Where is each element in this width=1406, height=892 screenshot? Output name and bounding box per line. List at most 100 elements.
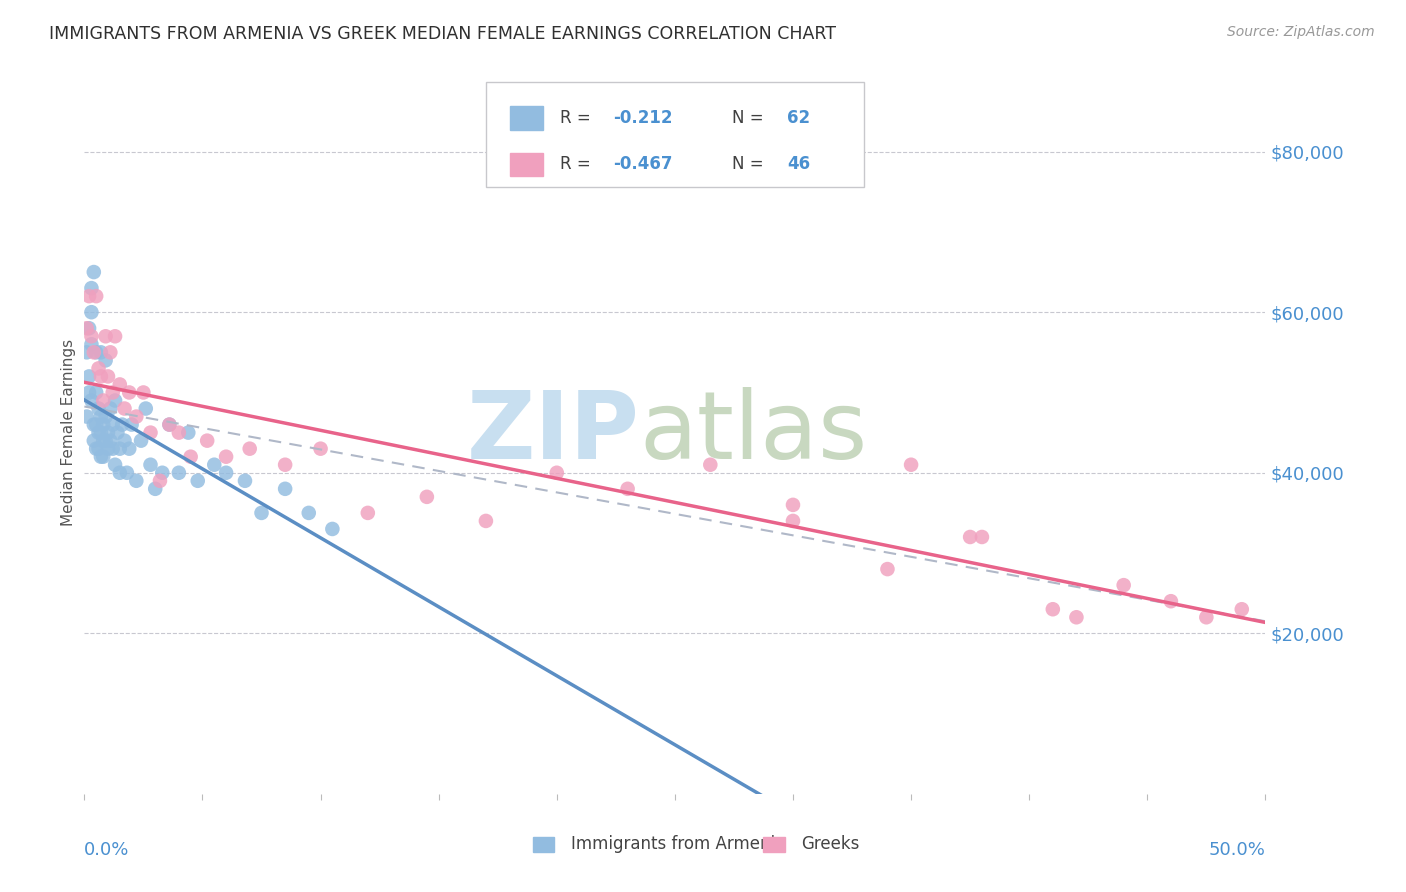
Point xyxy=(83,417,105,432)
Point xyxy=(115,466,138,480)
Text: 46: 46 xyxy=(787,155,810,173)
Point xyxy=(616,482,638,496)
Point xyxy=(101,442,124,456)
Text: 62: 62 xyxy=(787,109,810,127)
Point xyxy=(1066,610,1088,624)
Point xyxy=(104,329,127,343)
Point xyxy=(87,361,110,376)
Point xyxy=(84,345,107,359)
Point xyxy=(84,417,107,432)
Point xyxy=(80,305,103,319)
Point xyxy=(83,345,105,359)
Point xyxy=(80,393,103,408)
Point xyxy=(1195,610,1218,624)
Point xyxy=(239,442,262,456)
Point xyxy=(177,425,200,440)
Point xyxy=(84,385,107,400)
Point xyxy=(1160,594,1182,608)
Point xyxy=(139,458,162,472)
Point xyxy=(699,458,721,472)
Point xyxy=(416,490,439,504)
Text: IMMIGRANTS FROM ARMENIA VS GREEK MEDIAN FEMALE EARNINGS CORRELATION CHART: IMMIGRANTS FROM ARMENIA VS GREEK MEDIAN … xyxy=(49,25,837,43)
Text: 50.0%: 50.0% xyxy=(1209,841,1265,859)
Point xyxy=(101,385,124,400)
Point xyxy=(77,321,100,335)
Point xyxy=(108,442,131,456)
Point xyxy=(143,482,166,496)
Point xyxy=(114,434,136,448)
Point xyxy=(125,474,148,488)
Point xyxy=(900,458,922,472)
Point xyxy=(80,281,103,295)
Point xyxy=(135,401,157,416)
Point xyxy=(125,409,148,424)
Point xyxy=(90,425,112,440)
Text: N =: N = xyxy=(731,109,769,127)
Point xyxy=(94,434,117,448)
Point xyxy=(90,409,112,424)
Text: Greeks: Greeks xyxy=(801,836,859,854)
Point xyxy=(546,466,568,480)
Y-axis label: Median Female Earnings: Median Female Earnings xyxy=(60,339,76,526)
Text: N =: N = xyxy=(731,155,769,173)
Point xyxy=(94,353,117,368)
Text: -0.467: -0.467 xyxy=(613,155,673,173)
Point xyxy=(98,345,121,359)
Point xyxy=(1112,578,1135,592)
Text: R =: R = xyxy=(561,109,596,127)
Point xyxy=(94,409,117,424)
Point xyxy=(157,417,180,432)
Bar xyxy=(509,153,543,176)
Bar xyxy=(509,106,543,129)
Point xyxy=(97,442,120,456)
Point xyxy=(76,409,98,424)
Point xyxy=(357,506,380,520)
Point xyxy=(84,289,107,303)
Point xyxy=(274,482,297,496)
Point xyxy=(83,265,105,279)
Point xyxy=(475,514,498,528)
Point xyxy=(150,466,173,480)
Point xyxy=(98,401,121,416)
Point xyxy=(187,474,209,488)
Point xyxy=(157,417,180,432)
Point xyxy=(215,466,238,480)
Text: R =: R = xyxy=(561,155,596,173)
Point xyxy=(108,466,131,480)
Point xyxy=(118,442,141,456)
Point xyxy=(167,425,190,440)
Point xyxy=(87,401,110,416)
Point xyxy=(139,425,162,440)
Text: -0.212: -0.212 xyxy=(613,109,673,127)
Text: 0.0%: 0.0% xyxy=(84,841,129,859)
Point xyxy=(91,450,114,464)
Point xyxy=(104,458,127,472)
Point xyxy=(87,442,110,456)
Text: Source: ZipAtlas.com: Source: ZipAtlas.com xyxy=(1227,25,1375,39)
Point xyxy=(180,450,202,464)
Point xyxy=(1230,602,1253,616)
Point xyxy=(98,434,121,448)
Point xyxy=(321,522,343,536)
Point xyxy=(101,417,124,432)
Bar xyxy=(533,838,554,852)
Point xyxy=(77,385,100,400)
Point xyxy=(129,434,152,448)
Point xyxy=(83,434,105,448)
Point xyxy=(104,393,127,408)
Point xyxy=(970,530,993,544)
Point xyxy=(202,458,225,472)
Point xyxy=(76,321,98,335)
Point xyxy=(250,506,273,520)
Point xyxy=(91,434,114,448)
Point xyxy=(80,329,103,343)
Point xyxy=(108,377,131,392)
Point xyxy=(91,393,114,408)
Point xyxy=(87,425,110,440)
Point xyxy=(959,530,981,544)
Point xyxy=(782,498,804,512)
Point xyxy=(195,434,218,448)
Point xyxy=(1042,602,1064,616)
Point xyxy=(84,442,107,456)
Point xyxy=(121,417,143,432)
